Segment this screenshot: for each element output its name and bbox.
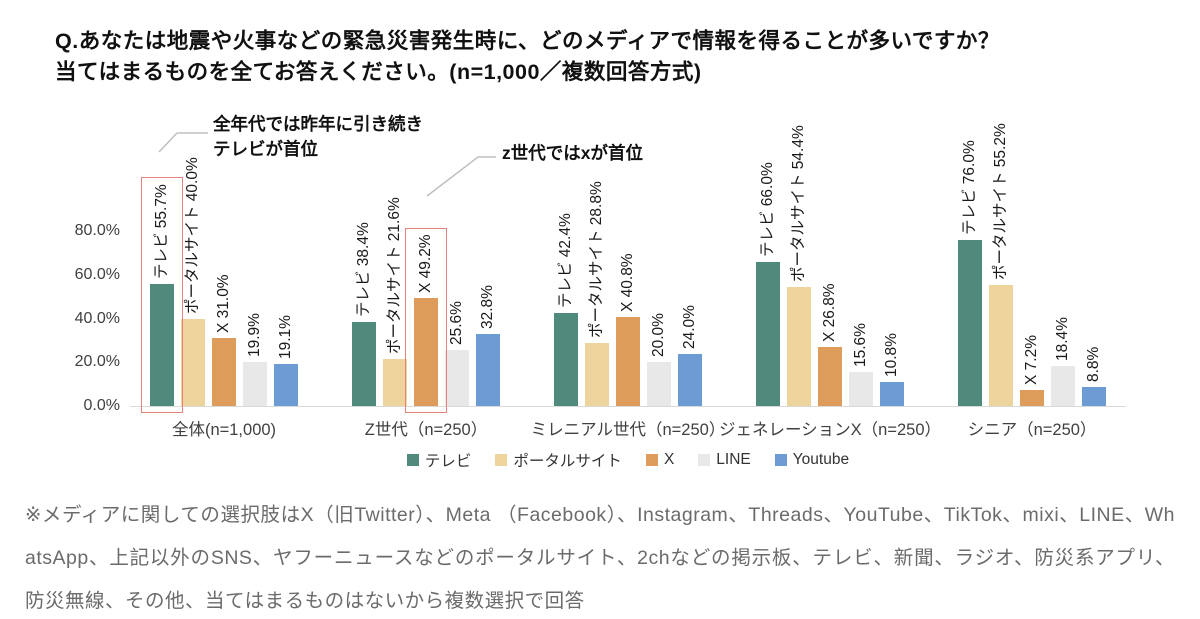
- legend-label: Youtube: [792, 451, 850, 468]
- bar-value-label: 15.6%: [852, 322, 869, 367]
- bar-value-label: 10.8%: [883, 333, 900, 378]
- bar-LINE-group4: 15.6%: [849, 323, 873, 406]
- legend-swatch-icon: [645, 454, 658, 466]
- bar-value-label: 8.8%: [1085, 346, 1102, 382]
- bar-value-label: X 40.8%: [619, 253, 636, 312]
- bar-value-label: テレビ 66.0%: [759, 161, 776, 257]
- bar-テレビ-group3: テレビ 42.4%: [554, 213, 578, 406]
- question-title-line2: 当てはまるものを全てお答えください。(n=1,000／複数回答方式): [55, 60, 702, 84]
- ytick-label: 0.0%: [83, 397, 120, 414]
- ytick-label: 40.0%: [74, 309, 120, 327]
- category-label: 全体(n=1,000): [171, 421, 277, 439]
- legend-label: LINE: [716, 451, 751, 468]
- bar-value-label: 32.8%: [479, 285, 496, 330]
- bar-Youtube-group1: 19.1%: [274, 315, 298, 406]
- legend-label: テレビ: [424, 453, 472, 470]
- bar-value-label: テレビ 76.0%: [961, 139, 978, 235]
- legend-swatch-icon: [495, 454, 508, 466]
- highlight-box: [141, 177, 183, 413]
- highlight-box: [405, 227, 447, 413]
- x-axis-baseline: [130, 406, 1126, 407]
- bar-value-label: ポータルサイト 21.6%: [386, 196, 403, 354]
- category-label: ジェネレーションX（n=250）: [718, 421, 942, 439]
- category-label: シニア（n=250）: [967, 421, 1097, 439]
- bar-ポータルサイト-group3: ポータルサイト 28.8%: [585, 181, 609, 406]
- legend-item-X: X: [645, 451, 675, 469]
- bar-value-label: ポータルサイト 54.4%: [790, 125, 807, 282]
- legend-item-Youtube: Youtube: [774, 451, 850, 469]
- bar-value-label: 25.6%: [448, 301, 465, 345]
- bar-value-label: X 31.0%: [215, 274, 232, 334]
- bar-X-group2: X 49.2%: [414, 235, 438, 406]
- annotation-tv-top: 全年代では昨年に引き続き テレビが首位: [213, 112, 423, 162]
- bar-テレビ-group4: テレビ 66.0%: [756, 162, 780, 406]
- bar-value-label: 24.0%: [681, 304, 698, 349]
- bar-X-group1: X 31.0%: [212, 275, 236, 406]
- bar-value-label: ポータルサイト 28.8%: [588, 181, 605, 338]
- bar-value-label: X 7.2%: [1023, 335, 1040, 386]
- bar-value-label: 19.1%: [277, 315, 294, 360]
- bar-テレビ-group1: テレビ 55.7%: [150, 184, 174, 406]
- bar-テレビ-group2: テレビ 38.4%: [352, 222, 376, 406]
- ytick-label: 80.0%: [74, 222, 120, 239]
- question-title-line1: Q.あなたは地震や火事などの緊急災害発生時に、どのメディアで情報を得ることが多い…: [55, 29, 1000, 53]
- bar-ポータルサイト-group5: ポータルサイト 55.2%: [989, 123, 1013, 406]
- bar-X-group3: X 40.8%: [616, 253, 640, 406]
- annotation-tv-top-line2: テレビが首位: [213, 139, 318, 159]
- legend-swatch-icon: [774, 454, 787, 466]
- bar-X-group5: X 7.2%: [1020, 335, 1044, 406]
- bar-Youtube-group2: 32.8%: [476, 285, 500, 406]
- bar-value-label: テレビ 38.4%: [355, 222, 372, 317]
- callout-line-genz-x: [426, 156, 496, 197]
- category-label: ミレニアル世代（n=250）: [530, 421, 726, 439]
- chart-legend: テレビ ポータルサイト X LINE Youtube: [130, 449, 1126, 471]
- ytick-label: 20.0%: [74, 353, 120, 371]
- legend-item-テレビ: テレビ: [406, 449, 472, 471]
- bar-LINE-group5: 18.4%: [1051, 317, 1075, 406]
- legend-item-LINE: LINE: [698, 451, 751, 469]
- legend-label: ポータルサイト: [513, 453, 622, 470]
- bar-value-label: ポータルサイト 40.0%: [184, 156, 201, 314]
- bar-ポータルサイト-group1: ポータルサイト 40.0%: [181, 157, 205, 406]
- survey-footnote: ※メディアに関しての選択肢はX（旧Twitter）、Meta （Facebook…: [25, 504, 1175, 612]
- bar-Youtube-group5: 8.8%: [1082, 346, 1106, 406]
- question-title: Q.あなたは地震や火事などの緊急災害発生時に、どのメディアで情報を得ることが多い…: [55, 26, 1000, 88]
- bar-Youtube-group4: 10.8%: [880, 333, 904, 406]
- ytick-label: 60.0%: [74, 265, 120, 283]
- bar-テレビ-group5: テレビ 76.0%: [958, 140, 982, 406]
- bar-value-label: 19.9%: [246, 313, 263, 358]
- bar-value-label: 18.4%: [1054, 316, 1071, 361]
- callout-line-tv: [158, 132, 208, 153]
- legend-label: X: [663, 451, 675, 468]
- legend-swatch-icon: [406, 454, 419, 466]
- annotation-genz-x-top-line1: z世代ではxが首位: [502, 143, 643, 163]
- bar-ポータルサイト-group4: ポータルサイト 54.4%: [787, 125, 811, 406]
- legend-swatch-icon: [698, 454, 711, 466]
- category-label: Z世代（n=250）: [364, 421, 488, 439]
- bar-LINE-group2: 25.6%: [445, 301, 469, 406]
- bar-LINE-group1: 19.9%: [243, 314, 267, 406]
- bar-LINE-group3: 20.0%: [647, 313, 671, 406]
- legend-item-ポータルサイト: ポータルサイト: [495, 449, 622, 471]
- annotation-tv-top-line1: 全年代では昨年に引き続き: [213, 114, 423, 134]
- bar-value-label: X 26.8%: [821, 283, 838, 343]
- bar-Youtube-group3: 24.0%: [678, 305, 702, 406]
- bar-value-label: テレビ 42.4%: [557, 213, 574, 309]
- bar-value-label: ポータルサイト 55.2%: [992, 123, 1009, 281]
- annotation-genz-x-top: z世代ではxが首位: [502, 141, 643, 166]
- bar-X-group4: X 26.8%: [818, 284, 842, 406]
- bar-ポータルサイト-group2: ポータルサイト 21.6%: [383, 197, 407, 406]
- bar-value-label: 20.0%: [650, 313, 667, 358]
